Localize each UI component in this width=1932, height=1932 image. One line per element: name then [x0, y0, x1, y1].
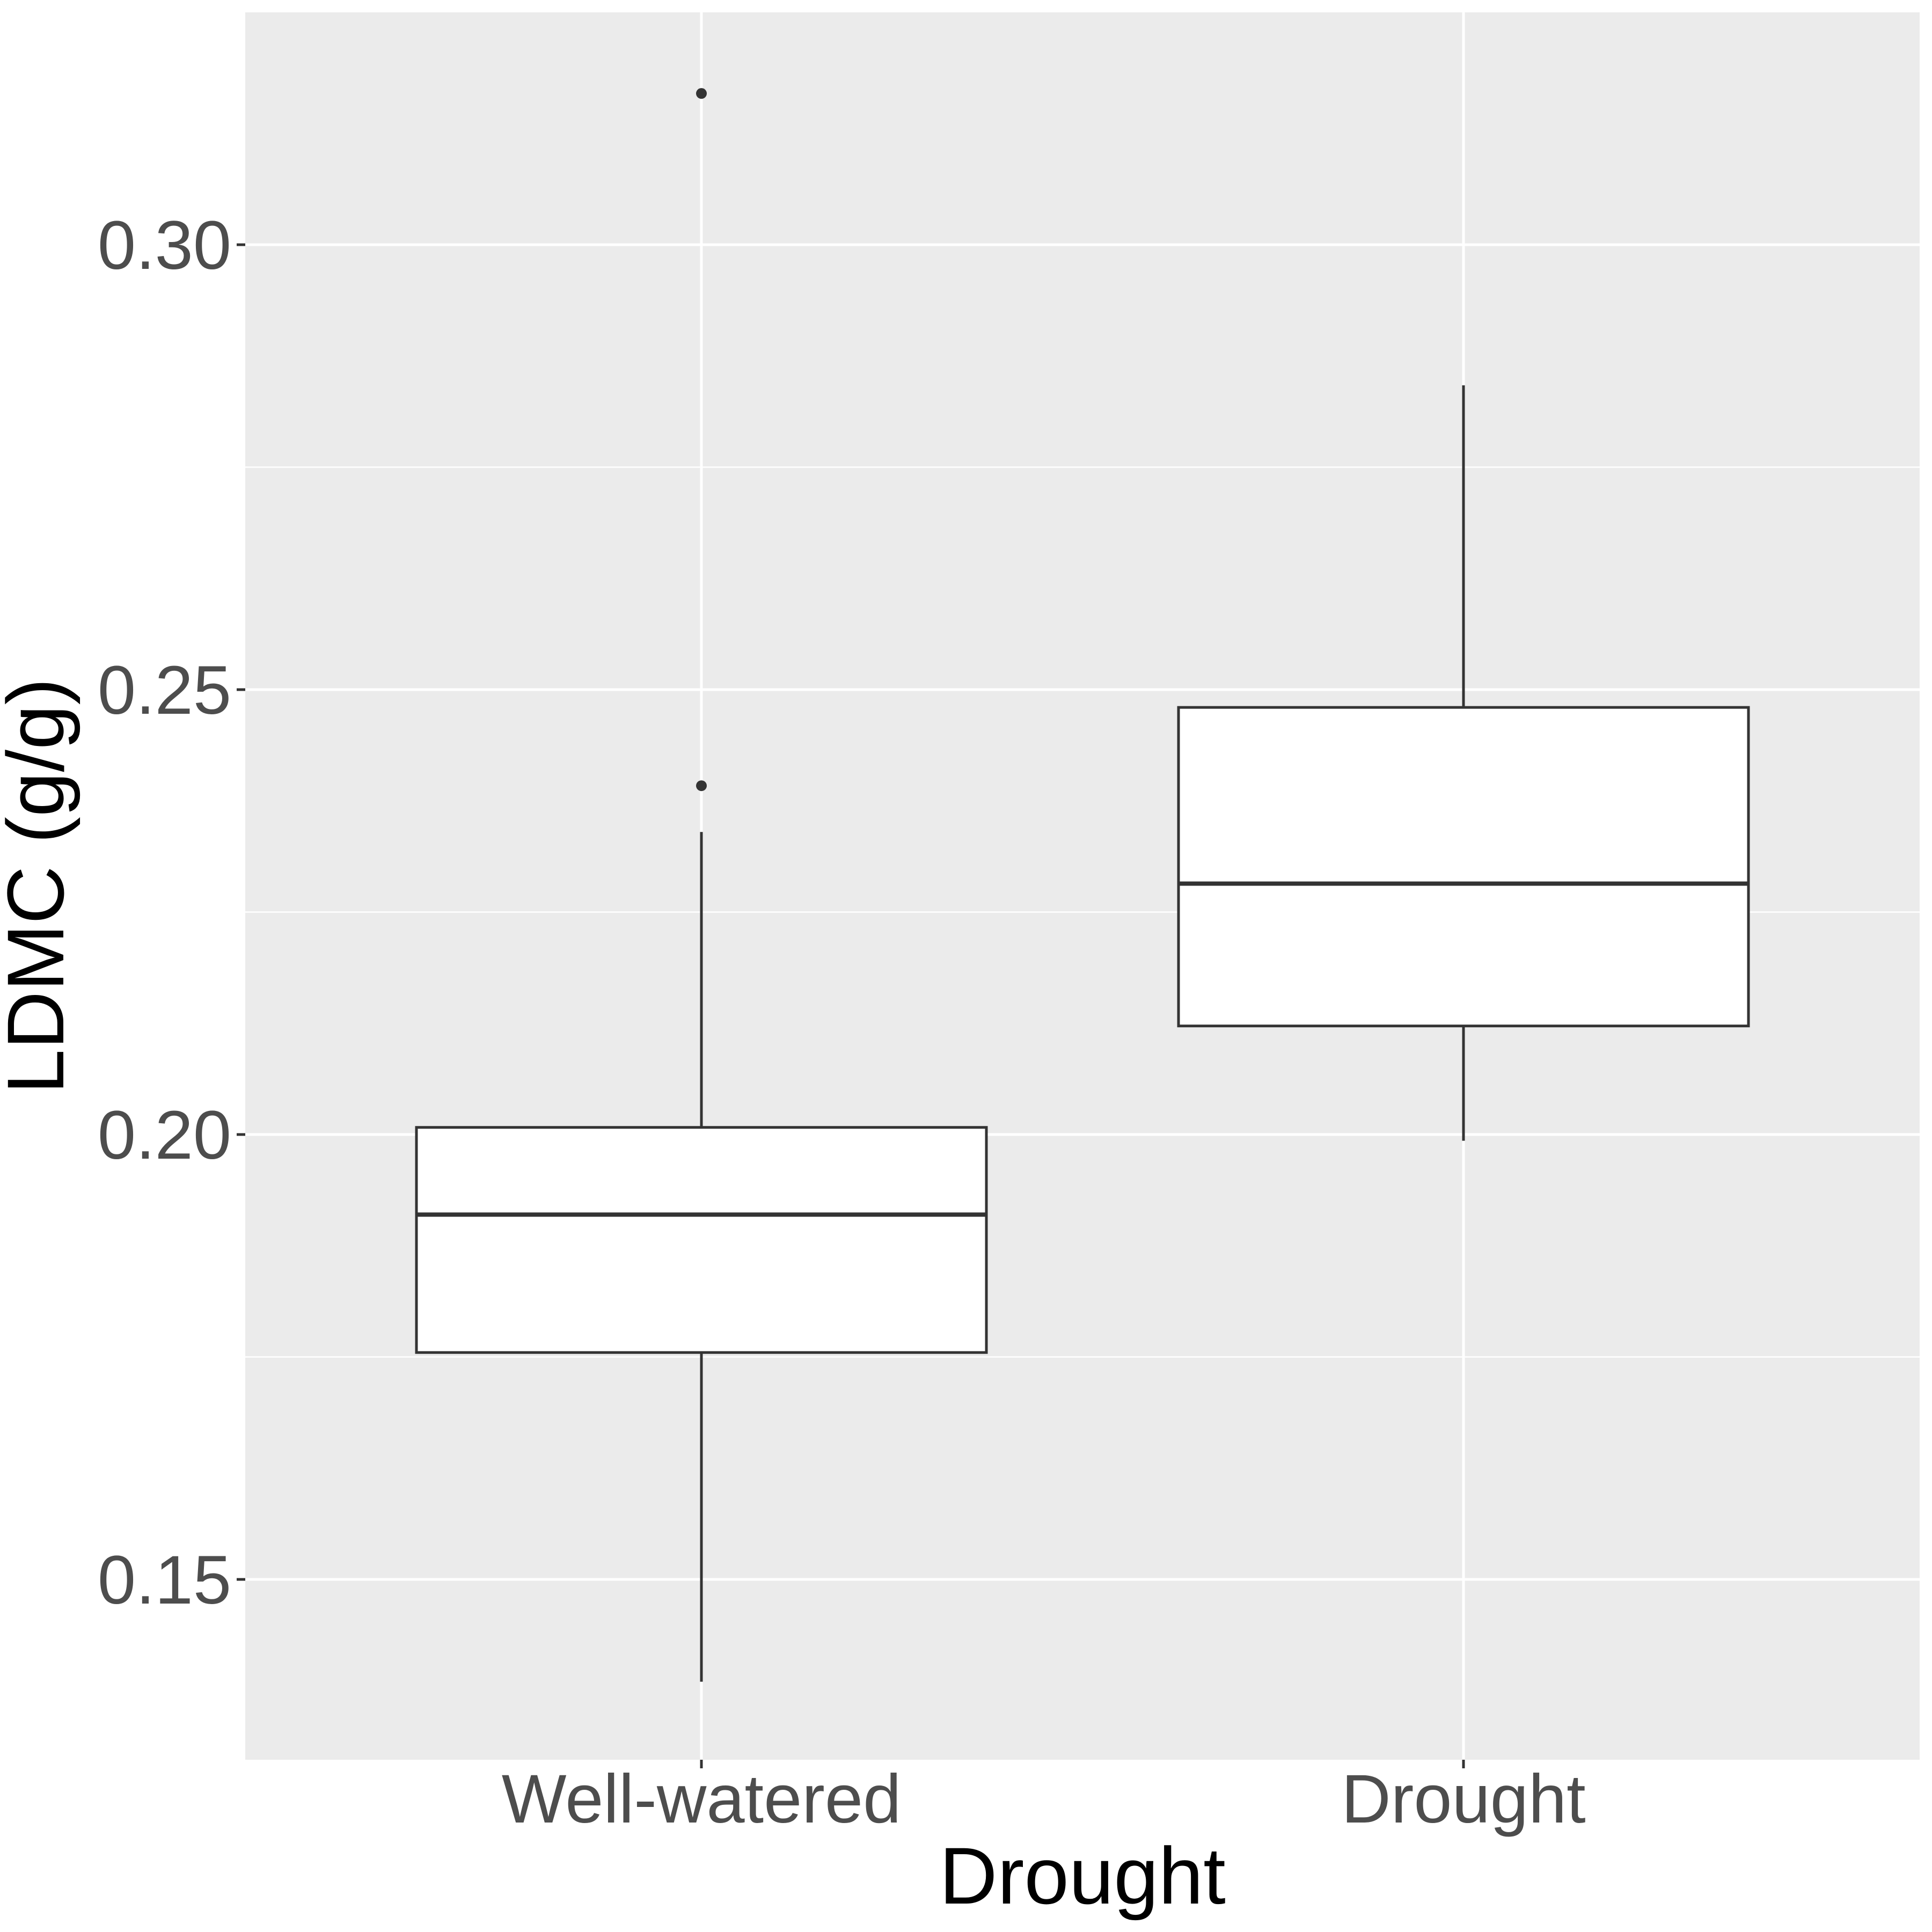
y-axis-title: LDMC (g/g) [0, 678, 80, 1094]
box-iqr [415, 1126, 988, 1354]
y-tick-label: 0.25 [98, 652, 231, 729]
outlier-point [696, 88, 707, 99]
outlier-point [696, 780, 707, 792]
box-group [1177, 385, 1750, 1141]
y-tick-label: 0.15 [98, 1542, 231, 1619]
y-tick-label: 0.30 [98, 207, 231, 284]
box-iqr [1177, 706, 1750, 1028]
x-axis-title: Drought [939, 1831, 1226, 1921]
x-axis: Well-watered Drought [502, 1760, 1586, 1838]
y-axis: 0.15 0.20 0.25 0.30 [98, 207, 245, 1619]
boxes-layer [415, 88, 1750, 1682]
box-group [415, 88, 988, 1682]
x-tick-label: Drought [1341, 1761, 1585, 1838]
y-tick-label: 0.20 [98, 1097, 231, 1174]
x-tick-label: Well-watered [502, 1761, 902, 1838]
